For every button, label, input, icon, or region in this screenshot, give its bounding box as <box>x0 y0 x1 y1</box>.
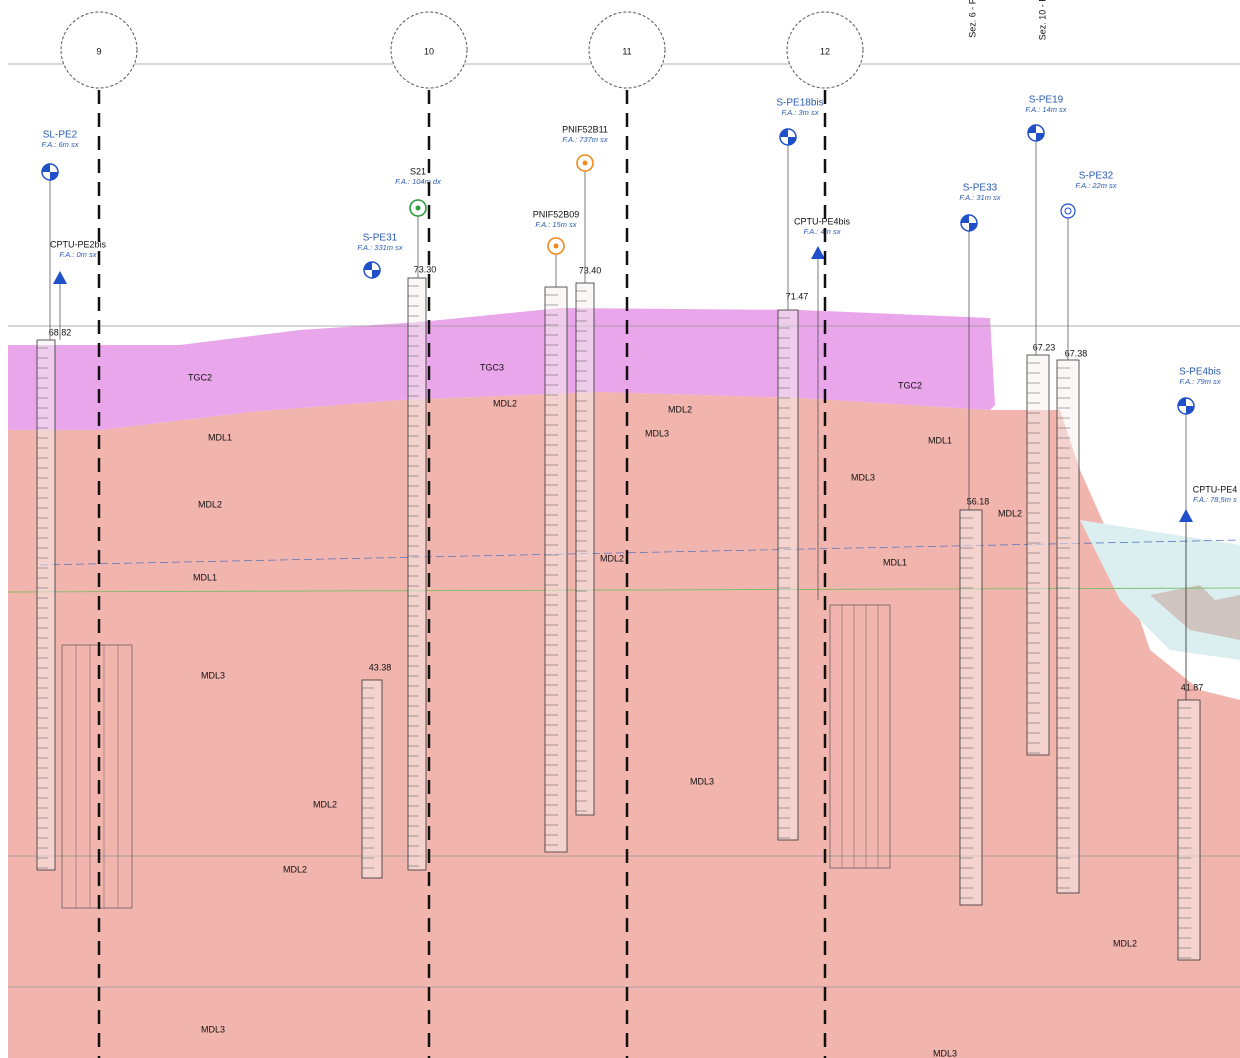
borehole-column <box>361 679 383 879</box>
borehole-offset: F.A.: 14m sx <box>1025 105 1066 114</box>
borehole-name: S21 <box>410 166 426 176</box>
borehole-offset: F.A.: 79m sx <box>1179 377 1220 386</box>
borehole-fill <box>1028 125 1044 141</box>
elevation-label: 41.87 <box>1181 682 1204 692</box>
borehole-core <box>582 160 588 166</box>
rock-wedge <box>1150 585 1240 640</box>
borehole-offset: F.A.: 0m sx <box>60 250 97 259</box>
borehole-name: S-PE31 <box>363 233 398 244</box>
layer-label: TGC2 <box>188 372 212 382</box>
borehole-name: CPTU-PE2bis <box>50 239 107 249</box>
section-circle <box>786 11 864 89</box>
section-circle <box>390 11 468 89</box>
borehole-name: PNIF52B11 <box>562 124 608 134</box>
borehole-fill <box>961 215 977 231</box>
borehole-name: S-PE4bis <box>1179 367 1221 378</box>
borehole-offset: F.A.: 22m sx <box>1075 181 1116 190</box>
layer-label: MDL1 <box>193 572 217 582</box>
cpt-symbol <box>53 271 67 284</box>
layer-label: MDL2 <box>493 398 517 408</box>
borehole-offset: F.A.: 331m sx <box>357 243 403 252</box>
layer-label: MDL3 <box>933 1048 957 1058</box>
borehole-name: SL-PE2 <box>43 130 78 141</box>
borehole-name: S-PE33 <box>963 183 998 194</box>
layer-label: MDL1 <box>208 432 232 442</box>
borehole-name: CPTU-PE4 <box>1193 484 1238 494</box>
section-circle <box>60 11 138 89</box>
cpt-plot <box>829 604 891 869</box>
elevation-label: 67.23 <box>1033 342 1056 352</box>
borehole-name: S-PE32 <box>1079 171 1114 182</box>
elevation-label: 67.38 <box>1065 348 1088 358</box>
borehole-column <box>1177 699 1201 961</box>
section-number: 10 <box>424 46 434 56</box>
borehole-fill <box>780 129 796 145</box>
borehole-column <box>1026 354 1050 756</box>
borehole-name: S-PE18bis <box>776 98 823 109</box>
layer-label: MDL2 <box>998 508 1022 518</box>
borehole-offset: F.A.: 31m sx <box>959 193 1000 202</box>
layer-label: MDL3 <box>851 472 875 482</box>
section-note: Sez. 10 - P <box>1037 0 1047 40</box>
layer-label: MDL2 <box>283 864 307 874</box>
borehole-column <box>36 339 56 871</box>
borehole-column <box>959 509 983 906</box>
layer-label: MDL3 <box>201 670 225 680</box>
layer-label: MDL1 <box>883 557 907 567</box>
layer-label: MDL1 <box>928 435 952 445</box>
layer-label: MDL2 <box>198 499 222 509</box>
borehole-offset: F.A.: 737m sx <box>562 135 608 144</box>
frame-lines <box>8 63 1240 988</box>
cpt-symbol <box>811 246 825 259</box>
elevation-label: 56.18 <box>967 496 990 506</box>
borehole-fill <box>1178 398 1194 414</box>
layer-label: MDL2 <box>1113 938 1137 948</box>
layer-label: MDL3 <box>690 776 714 786</box>
borehole-column <box>575 282 595 816</box>
section-number: 12 <box>820 46 830 56</box>
clay-layer <box>8 392 1240 1058</box>
elevation-label: 43.38 <box>369 662 392 672</box>
borehole-offset: F.A.: 3m sx <box>782 108 819 117</box>
borehole-column <box>777 309 799 841</box>
elevation-label: 73.30 <box>414 264 437 274</box>
borehole-column <box>544 286 568 853</box>
cpt-symbol <box>1179 509 1193 522</box>
borehole-core <box>553 243 559 249</box>
borehole-core <box>415 205 421 211</box>
layer-label: MDL3 <box>201 1024 225 1034</box>
piezometer-core <box>1064 207 1072 215</box>
layer-label: MDL3 <box>645 428 669 438</box>
borehole-fill <box>42 164 58 180</box>
elevation-label: 71.47 <box>786 291 809 301</box>
borehole-offset: F.A.: 104m dx <box>395 177 441 186</box>
borehole-name: S-PE19 <box>1029 95 1064 106</box>
cpt-plot <box>61 644 133 909</box>
layer-label: MDL2 <box>313 799 337 809</box>
elevation-label: 73.40 <box>579 265 602 275</box>
layer-label: MDL2 <box>600 553 624 563</box>
section-number: 11 <box>622 46 631 56</box>
borehole-name: PNIF52B09 <box>533 209 580 219</box>
piezometer-symbol <box>1060 203 1076 219</box>
layer-label: TGC3 <box>480 362 504 372</box>
borehole-fill <box>364 262 380 278</box>
section-circle <box>588 11 666 89</box>
borehole-offset: F.A.: 78,5m s <box>1193 495 1237 504</box>
borehole-offset: F.A.: 15m sx <box>535 220 576 229</box>
borehole-column <box>1056 359 1080 894</box>
borehole-offset: F.A.: 6m sx <box>42 140 79 149</box>
layer-label: TGC2 <box>898 380 922 390</box>
borehole-column <box>407 277 427 871</box>
borehole-offset: F.A.: 4m sx <box>804 227 841 236</box>
section-note: Sez. 6 - P <box>967 0 977 38</box>
borehole-name: CPTU-PE4bis <box>794 216 851 226</box>
layer-label: MDL2 <box>668 404 692 414</box>
section-number: 9 <box>96 46 101 56</box>
fill-layer <box>8 308 995 430</box>
